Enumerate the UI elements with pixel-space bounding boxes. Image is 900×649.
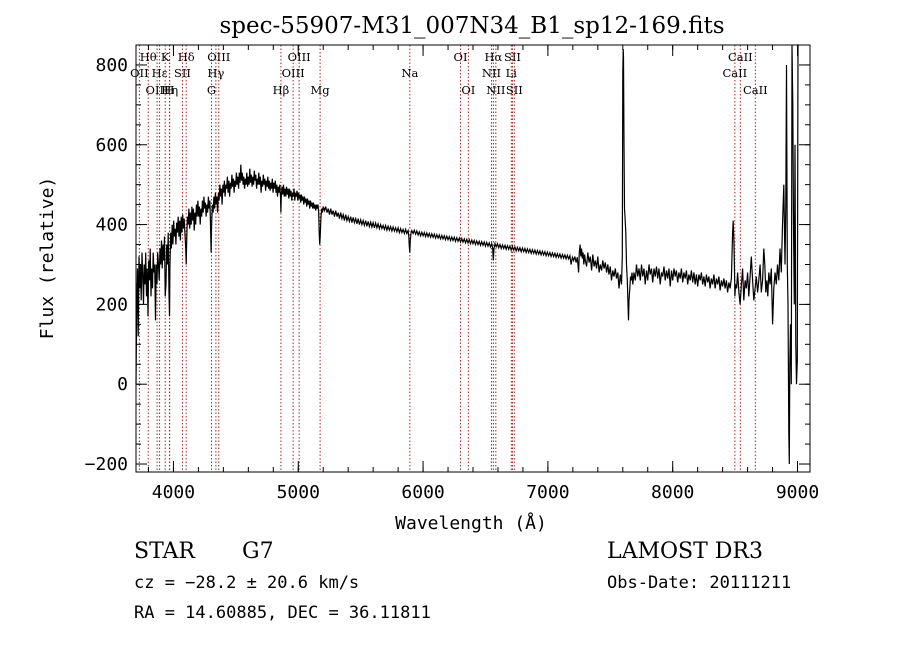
y-tick-label: 400 [95, 215, 128, 236]
chart-title: spec-55907-M31_007N34_B1_sp12-169.fits [219, 13, 724, 39]
line-label: OIII [207, 50, 230, 64]
line-label: G [207, 83, 216, 97]
plot-frame [135, 44, 811, 473]
coordinates: RA = 14.60885, DEC = 36.11811 [134, 603, 431, 623]
line-label: OIII [282, 66, 305, 80]
line-label: NII [482, 66, 501, 80]
y-tick-label: 600 [95, 135, 128, 156]
line-label: H [164, 83, 174, 97]
y-tick-label: 800 [95, 55, 128, 76]
line-label: NII [486, 83, 505, 97]
spectrum-series [135, 44, 799, 465]
object-type: STAR [134, 539, 195, 564]
line-label: Hγ [207, 66, 224, 80]
y-axis-label: Flux (relative) [37, 177, 58, 340]
obs-date: Obs-Date: 20111211 [607, 573, 792, 593]
x-tick-label: 7000 [526, 482, 569, 503]
x-tick-label: 4000 [152, 482, 195, 503]
line-label: Mg [311, 83, 331, 97]
line-label: Hθ [140, 50, 157, 64]
y-tick-label: 0 [117, 374, 128, 395]
line-label: OIII [288, 50, 311, 64]
line-label: CaII [728, 50, 753, 64]
line-label: CaII [722, 66, 747, 80]
spectral-line-labels: OIIHθOIIIHεKHηHSIIHδGHγOIIIHβOIIIOIIIMgN… [130, 50, 768, 97]
line-label: Hη [161, 83, 178, 97]
line-label: OI [454, 50, 468, 64]
x-tick-label: 9000 [776, 482, 819, 503]
object-subclass: G7 [242, 539, 274, 564]
line-label: OII [130, 66, 149, 80]
line-label: Hδ [178, 50, 195, 64]
y-tick-label: −200 [85, 454, 128, 475]
x-tick-label: 5000 [277, 482, 320, 503]
line-label: SII [506, 83, 523, 97]
line-label: Hε [152, 66, 168, 80]
line-label: Hα [484, 50, 502, 64]
x-axis-label: Wavelength (Å) [395, 512, 547, 534]
x-axis-ticks: 4000 5000 6000 7000 8000 9000 [147, 45, 819, 503]
x-tick-label: 8000 [651, 482, 694, 503]
y-axis-ticks: −200 0 200 400 600 800 [85, 44, 810, 475]
line-label: CaII [743, 83, 768, 97]
line-label: K [161, 50, 170, 64]
line-label: Li [506, 66, 518, 80]
spectrum-line [135, 44, 799, 465]
line-label: SII [174, 66, 191, 80]
line-label: OIII [146, 83, 169, 97]
spectral-line-markers [138, 45, 756, 472]
line-label: Hβ [273, 83, 290, 97]
survey-name: LAMOST DR3 [607, 539, 763, 564]
y-tick-label: 200 [95, 294, 128, 315]
line-label: OI [461, 83, 475, 97]
redshift-info: cz = −28.2 ± 20.6 km/s [134, 573, 360, 593]
x-tick-label: 6000 [401, 482, 444, 503]
line-label: SII [504, 50, 521, 64]
line-label: Na [401, 66, 418, 80]
